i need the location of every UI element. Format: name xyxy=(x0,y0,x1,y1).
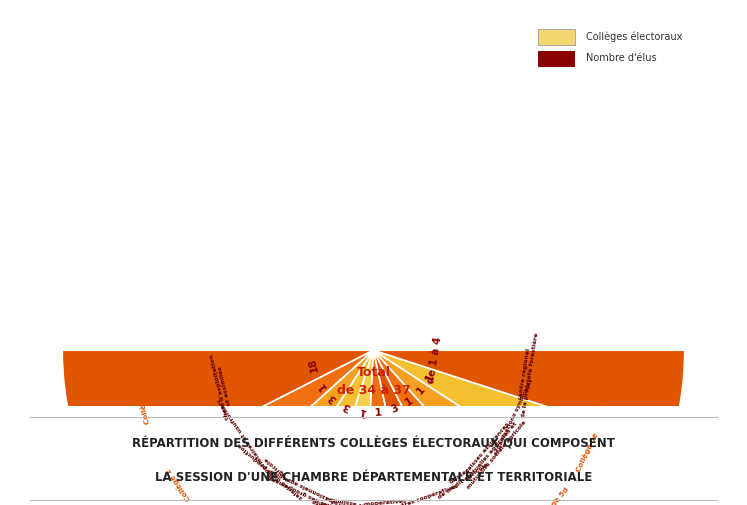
Text: Nombre d'élus: Nombre d'élus xyxy=(586,53,657,63)
Text: 3: 3 xyxy=(327,391,339,403)
Text: 1: 1 xyxy=(374,407,382,418)
Text: propriétaires et usufruitiers: propriétaires et usufruitiers xyxy=(216,397,275,479)
Text: Collège 5d: Collège 5d xyxy=(536,485,570,505)
Text: caisses assurances
mutuelles agricoles et
mutualité sociale agricole: caisses assurances mutuelles agricoles e… xyxy=(456,412,527,490)
Text: organisations syndicales: organisations syndicales xyxy=(494,378,534,456)
Text: 3: 3 xyxy=(389,403,400,415)
Text: salariés de la production
agricole: salariés de la production agricole xyxy=(237,437,308,500)
Text: 3: 3 xyxy=(341,400,352,413)
Wedge shape xyxy=(374,350,669,505)
Text: 1: 1 xyxy=(424,372,436,382)
Text: de 34 à 37: de 34 à 37 xyxy=(337,384,410,397)
Text: RÉPARTITION DES DIFFÉRENTS COLLÈGES ÉLECTORAUX QUI COMPOSENT: RÉPARTITION DES DIFFÉRENTS COLLÈGES ÉLEC… xyxy=(132,438,615,451)
Text: Collège 6: Collège 6 xyxy=(601,368,613,407)
Text: Collèges électoraux: Collèges électoraux xyxy=(586,32,683,42)
Text: caisses
de crédit agricole: caisses de crédit agricole xyxy=(434,457,489,500)
Text: Collège 5e: Collège 5e xyxy=(574,431,599,473)
Wedge shape xyxy=(277,350,374,505)
Text: salariés des groupements
professionnels agricoles: salariés des groupements professionnels … xyxy=(264,467,348,505)
Text: autres coopératives: autres coopératives xyxy=(393,483,458,505)
Text: Collège 1: Collège 1 xyxy=(136,386,152,425)
Wedge shape xyxy=(374,350,582,505)
Wedge shape xyxy=(96,350,374,505)
Text: Collège 2: Collège 2 xyxy=(165,467,192,502)
Text: 1: 1 xyxy=(316,380,329,391)
Text: chefs d'exploitation
et assimilés: chefs d'exploitation et assimilés xyxy=(209,352,235,421)
Text: 1: 1 xyxy=(403,395,415,408)
Wedge shape xyxy=(374,350,515,505)
Wedge shape xyxy=(62,350,374,491)
Text: 18: 18 xyxy=(306,357,320,373)
Text: de 1 à 4: de 1 à 4 xyxy=(427,336,444,384)
Wedge shape xyxy=(204,350,374,505)
Text: Total: Total xyxy=(356,366,391,379)
Text: anciens exploitants
et assimilés: anciens exploitants et assimilés xyxy=(311,492,379,505)
Text: LA SESSION D'UNE CHAMBRE DÉPARTEMENTALE ET TERRITORIALE: LA SESSION D'UNE CHAMBRE DÉPARTEMENTALE … xyxy=(155,471,592,484)
Wedge shape xyxy=(374,350,634,505)
Wedge shape xyxy=(142,350,374,505)
Wedge shape xyxy=(357,350,438,505)
Wedge shape xyxy=(374,350,685,446)
Text: 1: 1 xyxy=(415,385,427,396)
Text: 1: 1 xyxy=(358,406,367,417)
Text: coopératives
de production: coopératives de production xyxy=(362,498,410,505)
Text: centre régional
de la propriété forestière: centre régional de la propriété forestiè… xyxy=(515,331,540,418)
